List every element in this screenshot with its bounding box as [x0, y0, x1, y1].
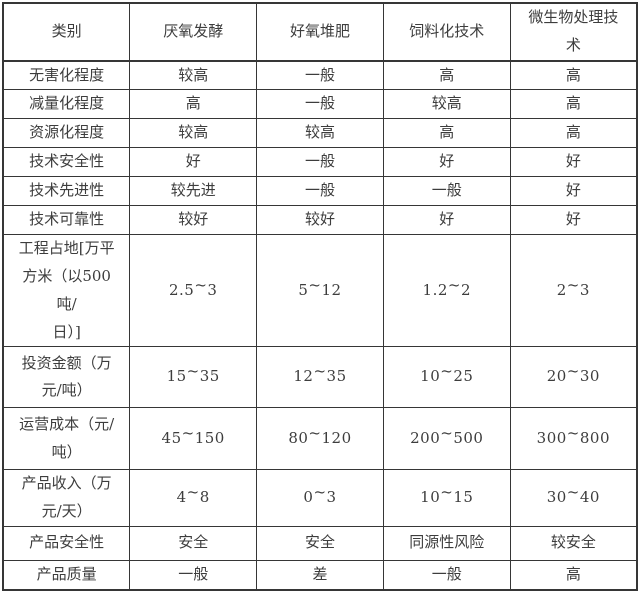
table-row-reduction: 减量化程度 高 一般 较高 高 [2, 89, 638, 120]
cell-value: 10~15 [382, 469, 511, 527]
table-header-row: 类别 厌氧发酵 好氧堆肥 饲料化技术 微生物处理技术 [2, 2, 638, 62]
cell-value: 一般 [256, 59, 384, 91]
cell-value: 好 [509, 147, 638, 178]
column-header-category: 类别 [2, 2, 131, 62]
cell-value: 较好 [256, 205, 384, 236]
cell-value: 1.2~2 [382, 234, 511, 348]
row-label: 产品收入（万 元/天） [2, 469, 131, 527]
cell-value: 高 [509, 59, 638, 91]
cell-value: 30~40 [509, 469, 638, 527]
row-label: 资源化程度 [2, 118, 131, 149]
cell-value: 好 [509, 205, 638, 236]
table-row-investment: 投资金额（万 元/吨） 15~35 12~35 10~25 20~30 [2, 346, 638, 409]
cell-value: 好 [509, 176, 638, 207]
table-row-harmlessness: 无害化程度 较高 一般 高 高 [2, 59, 638, 91]
row-label: 投资金额（万 元/吨） [2, 346, 131, 409]
cell-value: 5~12 [256, 234, 384, 348]
cell-value: 较高 [256, 118, 384, 149]
column-header-microbial-treatment: 微生物处理技术 [509, 2, 638, 62]
cell-value: 12~35 [256, 346, 384, 409]
cell-value: 同源性风险 [382, 525, 511, 561]
row-label: 产品质量 [2, 559, 131, 591]
cell-value: 一般 [256, 176, 384, 207]
cell-value: 安全 [256, 525, 384, 561]
cell-value: 2~3 [509, 234, 638, 348]
cell-value: 高 [129, 89, 258, 120]
column-header-aerobic-composting: 好氧堆肥 [256, 2, 384, 62]
cell-value: 较先进 [129, 176, 258, 207]
cell-value: 15~35 [129, 346, 258, 409]
cell-value: 较高 [382, 89, 511, 120]
row-label: 工程占地[万平 方米（以500吨/ 日）] [2, 234, 131, 348]
cell-value: 好 [129, 147, 258, 178]
cell-value: 一般 [256, 147, 384, 178]
row-label: 减量化程度 [2, 89, 131, 120]
row-label: 无害化程度 [2, 59, 131, 91]
cell-value: 安全 [129, 525, 258, 561]
cell-value: 高 [382, 59, 511, 91]
table-row-tech-advancement: 技术先进性 较先进 一般 一般 好 [2, 176, 638, 207]
cell-value: 10~25 [382, 346, 511, 409]
cell-value: 80~120 [256, 407, 384, 471]
cell-value: 好 [382, 205, 511, 236]
cell-value: 一般 [382, 176, 511, 207]
cell-value: 好 [382, 147, 511, 178]
table-row-product-quality: 产品质量 一般 差 一般 高 [2, 559, 638, 591]
cell-value: 高 [382, 118, 511, 149]
cell-value: 较高 [129, 118, 258, 149]
cell-value: 4~8 [129, 469, 258, 527]
table-row-land-occupation: 工程占地[万平 方米（以500吨/ 日）] 2.5~3 5~12 1.2~2 2… [2, 234, 638, 348]
cell-value: 一般 [256, 89, 384, 120]
row-label: 技术先进性 [2, 176, 131, 207]
table-row-resourcization: 资源化程度 较高 较高 高 高 [2, 118, 638, 149]
cell-value: 一般 [129, 559, 258, 591]
row-label: 技术安全性 [2, 147, 131, 178]
cell-value: 高 [509, 89, 638, 120]
cell-value: 20~30 [509, 346, 638, 409]
cell-value: 较安全 [509, 525, 638, 561]
cell-value: 差 [256, 559, 384, 591]
cell-value: 高 [509, 118, 638, 149]
table-row-tech-reliability: 技术可靠性 较好 较好 好 好 [2, 205, 638, 236]
cell-value: 200~500 [382, 407, 511, 471]
cell-value: 2.5~3 [129, 234, 258, 348]
table-row-product-income: 产品收入（万 元/天） 4~8 0~3 10~15 30~40 [2, 469, 638, 527]
cell-value: 0~3 [256, 469, 384, 527]
table-row-product-safety: 产品安全性 安全 安全 同源性风险 较安全 [2, 525, 638, 561]
cell-value: 较好 [129, 205, 258, 236]
cell-value: 300~800 [509, 407, 638, 471]
cell-value: 较高 [129, 59, 258, 91]
row-label: 运营成本（元/ 吨） [2, 407, 131, 471]
cell-value: 一般 [382, 559, 511, 591]
table-row-operating-cost: 运营成本（元/ 吨） 45~150 80~120 200~500 300~800 [2, 407, 638, 471]
table-row-tech-safety: 技术安全性 好 一般 好 好 [2, 147, 638, 178]
column-header-anaerobic-fermentation: 厌氧发酵 [129, 2, 258, 62]
row-label: 产品安全性 [2, 525, 131, 561]
cell-value: 45~150 [129, 407, 258, 471]
row-label: 技术可靠性 [2, 205, 131, 236]
cell-value: 高 [509, 559, 638, 591]
column-header-feed-technology: 饲料化技术 [382, 2, 511, 62]
